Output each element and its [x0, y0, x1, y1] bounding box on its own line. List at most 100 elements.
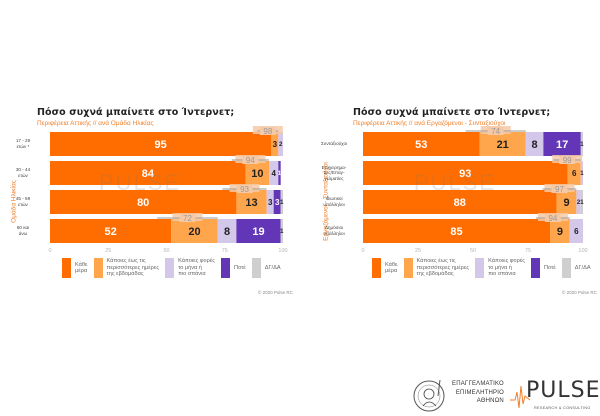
footer-logos: ΕΠΑΓΓΕΛΜΑΤΙΚΟ ΕΠΙΜΕΛΗΤΗΡΙΟ ΑΘΗΝΩΝ PULSE … [410, 376, 600, 416]
bar-segment [50, 161, 246, 185]
bar-segment [278, 132, 283, 156]
bar-segment [273, 190, 281, 214]
copyright: © 2020 Pulse RC [562, 290, 597, 295]
bar-segment [236, 219, 281, 243]
legend-label: Κάποιες έως τις περισσότερες ημέρες της … [416, 258, 470, 278]
data-label: 17 [556, 139, 568, 151]
legend-label: ΔΓ/ΔΑ [574, 264, 591, 271]
bar-segment [280, 219, 283, 243]
category-label: 30 - 44 ετών [15, 167, 31, 178]
total-label-bg [544, 214, 561, 222]
data-label: 88 [454, 197, 466, 209]
x-tick-label: 0 [361, 248, 364, 254]
x-tick-label: 50 [470, 248, 476, 254]
total-label-bg [551, 185, 568, 193]
bar-segment [363, 219, 550, 243]
bar-segment [50, 132, 272, 156]
chart-title: Πόσο συχνά μπαίνετε στο Ίντερνετ; [353, 107, 551, 118]
total-label-bg [487, 127, 504, 135]
data-label: 1 [580, 142, 584, 148]
data-label: 2 [577, 200, 581, 206]
bar-segment [245, 161, 270, 185]
data-label: 10 [251, 168, 263, 180]
watermark: PULSE [414, 170, 496, 195]
bar-segment [269, 161, 279, 185]
chart-employment-group: Πόσο συχνά μπαίνετε στο Ίντερνετ; Περιφέ… [321, 107, 588, 254]
x-tick-label: 100 [578, 248, 587, 254]
legend-item: ΔΓ/ΔΑ [251, 258, 281, 278]
bar-segment [567, 161, 581, 185]
data-label: 85 [450, 226, 462, 238]
chart-age-group: Πόσο συχνά μπαίνετε στο Ίντερνετ; Περιφέ… [0, 0, 300, 300]
total-label: 94 [246, 156, 255, 165]
pulse-wave-icon [510, 385, 530, 409]
category-label: Επιχειρημα- τίες/Επαγ- γελματίες [321, 164, 347, 181]
legend-swatch [62, 258, 71, 278]
category-label: 17 - 29 ετών * [15, 138, 31, 149]
legend-label: Κάθε μέρα [75, 261, 88, 275]
bar-segment [580, 132, 583, 156]
data-label: 13 [245, 197, 257, 209]
legend-label: ΔΓ/ΔΑ [264, 264, 281, 271]
x-tick-label: 25 [105, 248, 111, 254]
x-tick-label: 75 [222, 248, 228, 254]
data-label: 2 [279, 142, 283, 148]
legend-item: Ποτέ [220, 258, 246, 278]
legend-item: Κάποιες έως τις περισσότερες ημέρες της … [93, 258, 159, 278]
legend-item: ΔΓ/ΔΑ [561, 258, 591, 278]
watermark: PULSE [99, 170, 181, 195]
data-label: 21 [497, 139, 509, 151]
legend-label: Ποτέ [233, 264, 246, 271]
bar-segment [576, 190, 581, 214]
bar-segment [580, 190, 583, 214]
data-label: 9 [563, 197, 569, 209]
legend-swatch [403, 258, 413, 278]
category-label: 60 και άνω [16, 225, 30, 236]
pulse-tagline: RESEARCH & CONSULTING [534, 406, 591, 410]
legend-swatch [372, 258, 381, 278]
legend-swatch [530, 258, 540, 278]
data-label: 1 [580, 171, 584, 177]
copyright: © 2020 Pulse RC [258, 290, 293, 295]
total-label: 99 [563, 156, 572, 165]
total-label: 97 [555, 185, 564, 194]
bar-segment [217, 219, 237, 243]
x-tick-label: 75 [525, 248, 531, 254]
legend-swatch [251, 258, 261, 278]
bar-segment [363, 132, 480, 156]
data-label: 3 [275, 198, 280, 207]
total-label: 74 [491, 127, 500, 136]
legend-label: Κάποιες φορές το μήνα ή πιο σπάνια [488, 258, 525, 278]
total-label-bg [259, 127, 276, 135]
total-label-bg [236, 185, 253, 193]
total-label-bg [179, 214, 196, 222]
data-label: 9 [557, 226, 563, 238]
data-label: 53 [415, 139, 427, 151]
x-tick-label: 0 [48, 248, 51, 254]
chart-subtitle: Περιφέρεια Αττικής // ανά Ομάδα Ηλικίας [37, 120, 154, 127]
data-label: 3 [268, 198, 273, 207]
total-label: 98 [263, 127, 272, 136]
data-label: 4 [271, 169, 276, 178]
data-label: 1 [278, 171, 282, 177]
bar-segment [171, 219, 218, 243]
chart-subtitle: Περιφέρεια Αττικής // ανά Εργαζόμενοι - … [353, 120, 506, 127]
legend-swatch [165, 258, 175, 278]
bar-segment [266, 190, 274, 214]
data-label: 1 [280, 200, 284, 206]
bar-segment [363, 161, 568, 185]
legend-swatch [475, 258, 485, 278]
legend-item: Κάποιες έως τις περισσότερες ημέρες της … [403, 258, 470, 278]
legend-label: Κάποιες φορές το μήνα ή πιο σπάνια [178, 258, 215, 278]
legend-item: Κάποιες φορές το μήνα ή πιο σπάνια [475, 258, 525, 278]
data-label: 6 [574, 227, 579, 236]
legend-label: Κάθε μέρα [385, 261, 398, 275]
x-tick-label: 100 [278, 248, 287, 254]
data-label: 1 [280, 229, 284, 235]
legend-label: Ποτέ [543, 264, 556, 271]
data-label: 8 [532, 139, 538, 151]
bar-segment [543, 132, 581, 156]
data-label: 3 [273, 140, 278, 149]
bar-segment [550, 219, 570, 243]
